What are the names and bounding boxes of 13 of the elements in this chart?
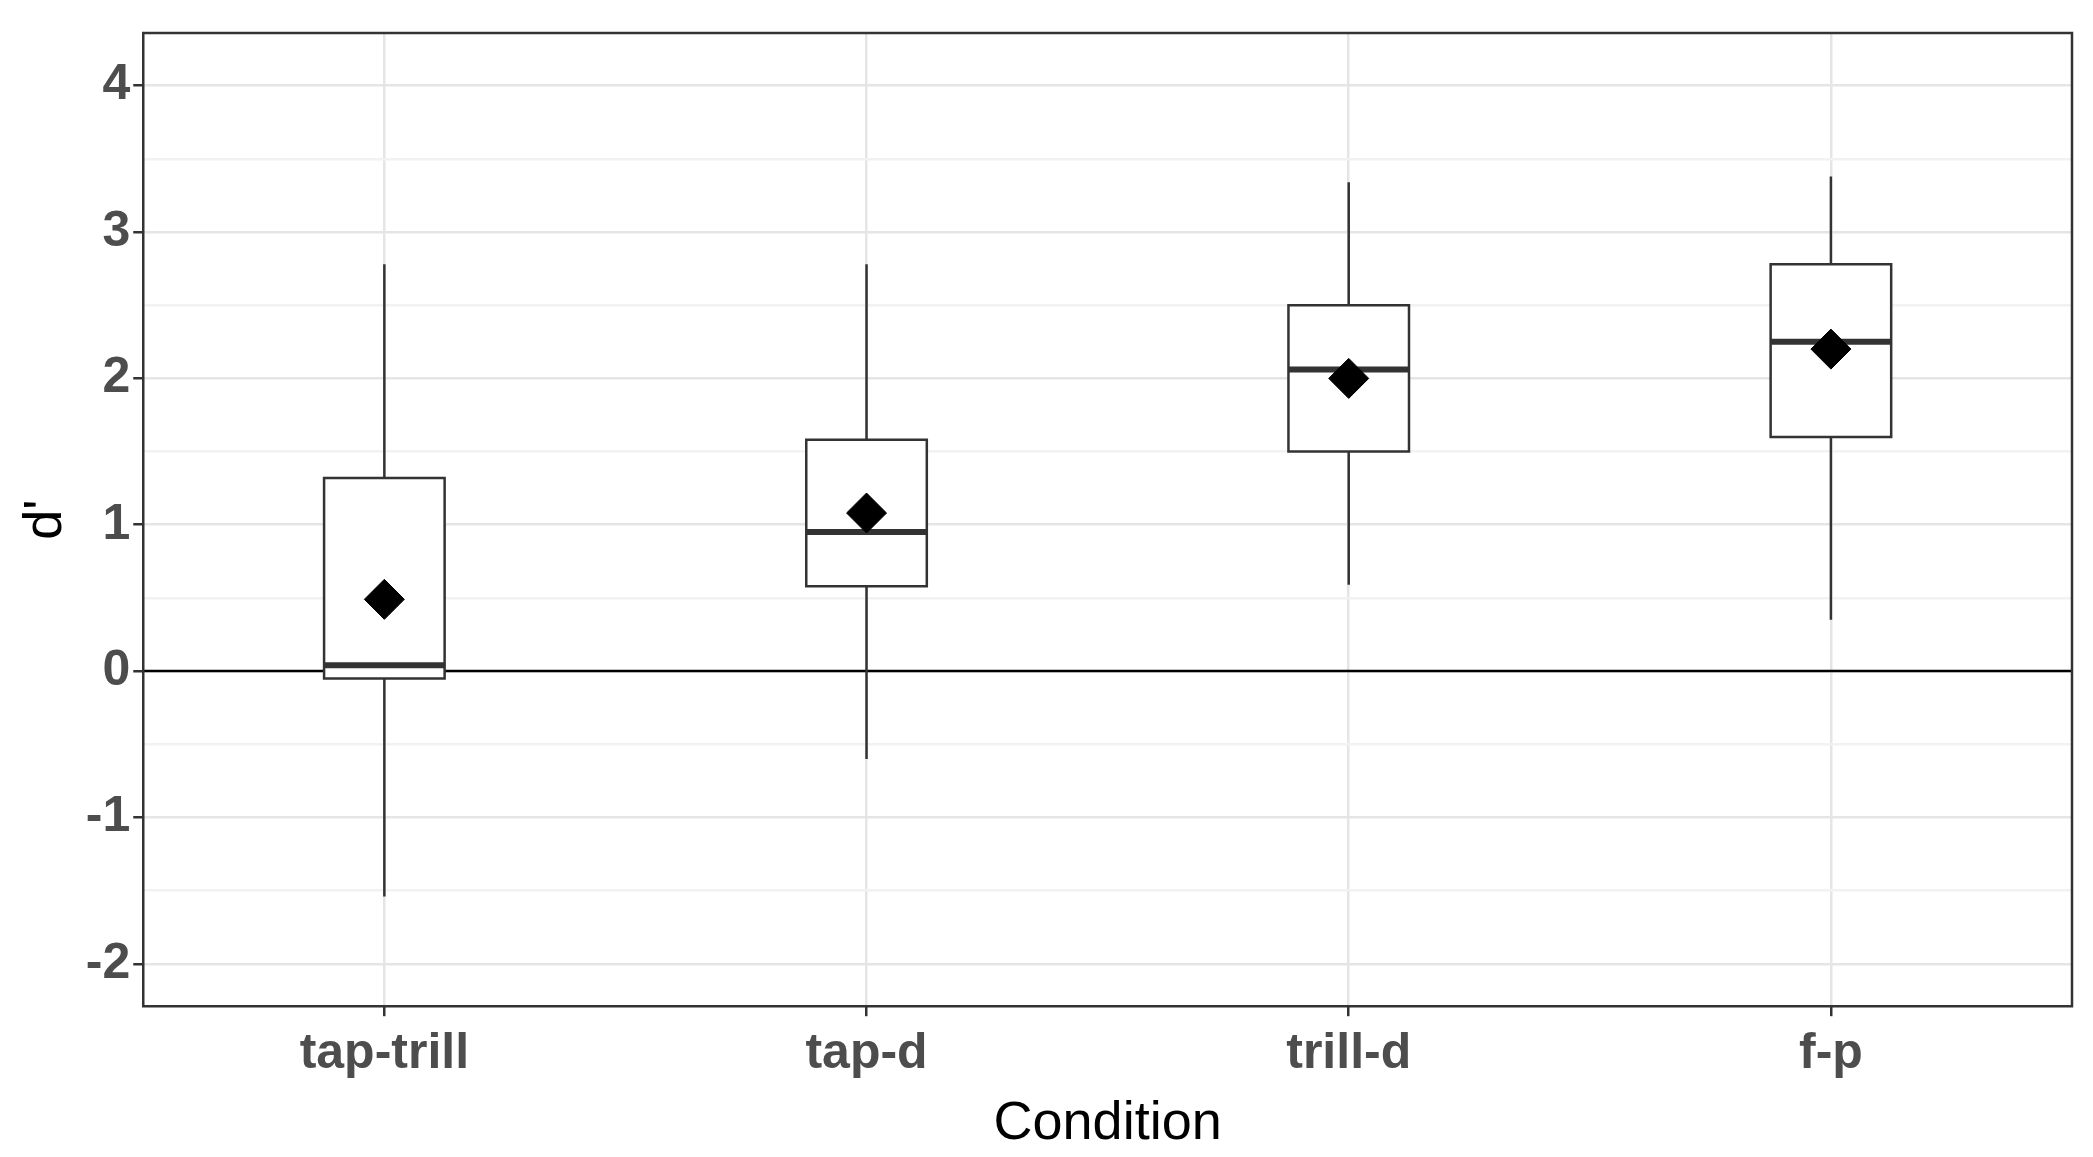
- x-tick-label: trill-d: [1286, 1022, 1412, 1079]
- y-tick-label: -2: [85, 932, 131, 989]
- y-axis-title: d': [12, 499, 73, 540]
- x-axis-title: Condition: [993, 1090, 1222, 1151]
- y-tick-label: 3: [102, 200, 131, 257]
- y-tick-label: 4: [102, 54, 131, 111]
- x-tick-label: f-p: [1798, 1022, 1863, 1079]
- y-tick-label: 2: [102, 347, 131, 404]
- y-tick-label: -1: [85, 786, 131, 843]
- y-tick-label: 0: [102, 639, 131, 696]
- x-tick-label: tap-trill: [299, 1022, 470, 1079]
- x-tick-label: tap-d: [805, 1022, 928, 1079]
- y-tick-label: 1: [102, 493, 131, 550]
